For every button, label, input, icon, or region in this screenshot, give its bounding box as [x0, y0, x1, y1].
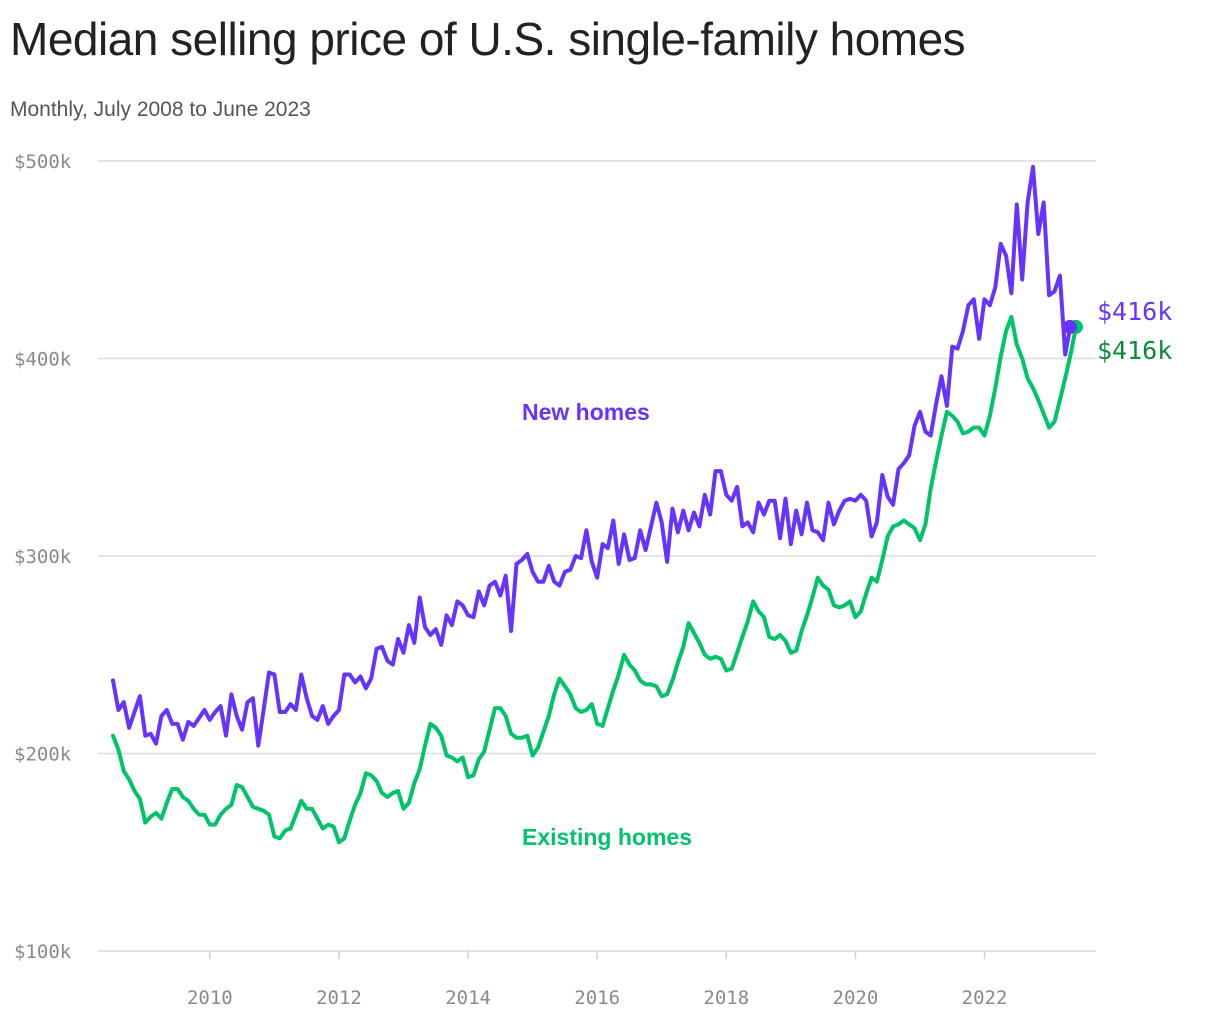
y-tick-label: $100k: [14, 941, 72, 963]
chart-subtitle: Monthly, July 2008 to June 2023: [10, 98, 311, 121]
existing-homes-label: Existing homes: [522, 824, 692, 850]
new-homes-end-marker: [1063, 319, 1077, 334]
x-tick-label: 2014: [445, 987, 491, 1009]
x-tick-label: 2018: [703, 987, 749, 1009]
y-tick-label: $400k: [14, 349, 72, 371]
new-homes-label: New homes: [522, 399, 650, 425]
x-tick-label: 2022: [962, 987, 1008, 1009]
x-tick-label: 2020: [833, 987, 879, 1009]
existing-homes-line: [111, 315, 1078, 845]
x-axis-ticks: 2010 2012 2014 2016 2018 2020 2022: [187, 951, 1007, 1009]
y-tick-label: $500k: [14, 151, 72, 173]
x-tick-label: 2012: [316, 987, 362, 1009]
y-axis-ticks: $100k $200k $300k $400k $500k: [14, 151, 72, 963]
chart-title: Median selling price of U.S. single-fami…: [10, 13, 966, 65]
y-tick-label: $300k: [14, 546, 72, 568]
x-tick-label: 2016: [574, 987, 620, 1009]
y-tick-label: $200k: [14, 744, 72, 766]
series-lines: [111, 164, 1083, 845]
existing-homes-end-label: $416k: [1097, 336, 1172, 365]
new-homes-line: [111, 164, 1078, 748]
series-labels: New homes $416k Existing homes $416k: [522, 297, 1172, 850]
x-tick-label: 2010: [187, 987, 233, 1009]
new-homes-end-label: $416k: [1097, 297, 1172, 326]
